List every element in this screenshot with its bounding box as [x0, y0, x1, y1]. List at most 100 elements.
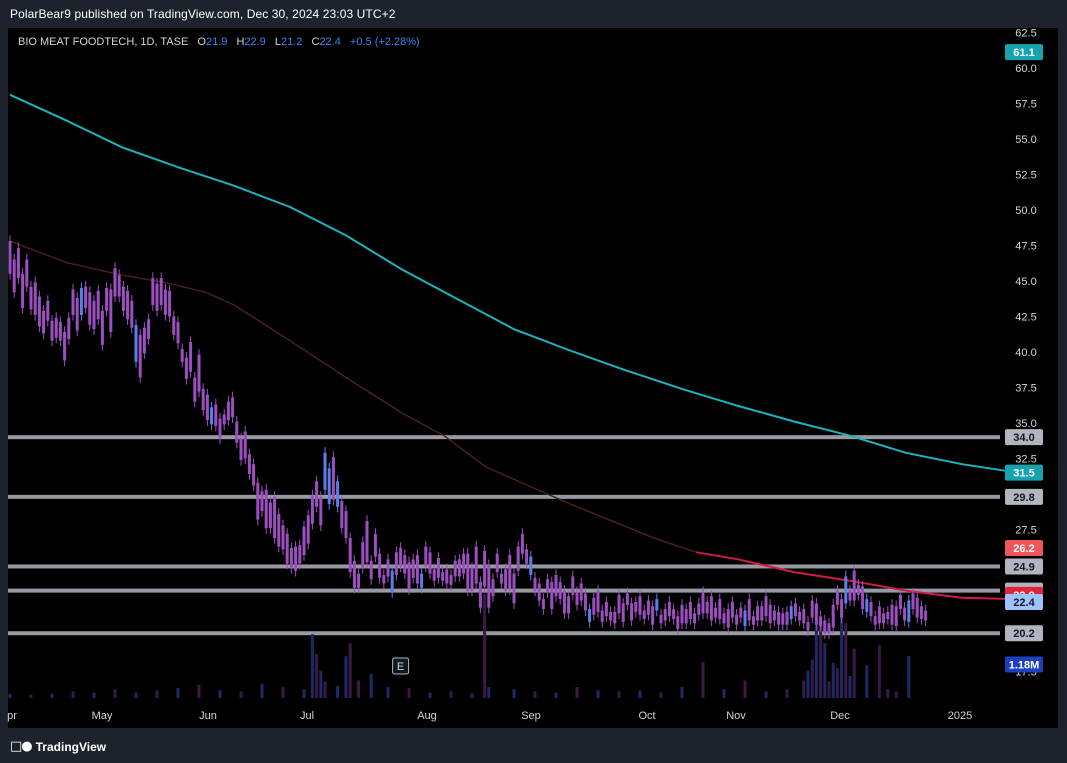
- candle-body: [886, 611, 890, 620]
- candle-body: [764, 596, 768, 617]
- time-tick-label: Dec: [830, 710, 850, 722]
- price-badge: [1005, 429, 1043, 446]
- candle-body: [840, 599, 844, 618]
- candle-body: [243, 431, 247, 459]
- candle-body: [735, 614, 739, 625]
- candle-body: [33, 282, 37, 315]
- candle-body: [760, 606, 764, 621]
- candle-body: [327, 468, 331, 504]
- candle-body: [768, 604, 772, 624]
- publisher-text: PolarBear9 published on TradingView.com,…: [10, 7, 396, 21]
- candle-body: [865, 599, 869, 612]
- chart-pane[interactable]: [8, 28, 1058, 728]
- candle-body: [714, 607, 718, 618]
- candle-body: [567, 596, 571, 614]
- candle-body: [277, 513, 281, 547]
- candle-body: [415, 555, 419, 584]
- candle-body: [88, 292, 92, 325]
- tradingview-logo[interactable]: □● TradingView: [10, 739, 106, 754]
- legend-high-label: H: [236, 36, 244, 48]
- price-tick-label: 42.5: [1015, 311, 1036, 323]
- candle-body: [911, 593, 915, 610]
- price-badges: 61.134.031.529.826.224.923.222.922.420.2…: [1005, 44, 1043, 673]
- candle-body: [75, 297, 79, 331]
- candle-body: [919, 606, 923, 620]
- candle-body: [54, 317, 58, 338]
- candle-body: [625, 593, 629, 605]
- candle-body: [193, 377, 197, 402]
- candle-body: [252, 464, 256, 486]
- candle-body: [495, 553, 499, 573]
- candle-body: [667, 601, 671, 617]
- candle-body: [100, 310, 104, 345]
- candle-body: [348, 538, 352, 573]
- earnings-marker-box[interactable]: [392, 657, 410, 675]
- candle-body: [651, 606, 655, 625]
- volume-bar: [886, 689, 890, 698]
- candle-body: [63, 332, 67, 361]
- candle-body: [558, 582, 562, 600]
- candle-body: [105, 287, 109, 311]
- price-tick-label: 40.0: [1015, 347, 1036, 359]
- candle-body: [571, 576, 575, 595]
- candle-body: [382, 574, 386, 584]
- price-badge-label: 26.2: [1013, 543, 1034, 555]
- candle-body: [260, 491, 264, 512]
- volume-bar: [533, 691, 537, 698]
- candle-body: [67, 317, 71, 340]
- volume-bar: [323, 681, 327, 698]
- candle-body: [756, 606, 760, 621]
- publisher-bar: PolarBear9 published on TradingView.com,…: [0, 0, 1067, 30]
- candle-body: [163, 289, 167, 315]
- candle-body: [432, 569, 436, 581]
- volume-bar: [348, 643, 352, 698]
- candle-body: [239, 438, 243, 460]
- footer: □● TradingView: [0, 728, 1067, 763]
- volume-bar: [743, 680, 747, 698]
- moving-averages: [9, 93, 1019, 601]
- candle-body: [915, 597, 919, 618]
- candle-body: [785, 611, 789, 625]
- ma50-line: [9, 240, 697, 553]
- candle-body: [226, 401, 230, 421]
- volume-bar: [197, 684, 201, 698]
- candle-body: [268, 502, 272, 529]
- candle-body: [529, 556, 533, 575]
- candle-body: [445, 569, 449, 584]
- legend-symbol: BIO MEAT FOODTECH, 1D, TASE: [18, 36, 188, 48]
- candle-body: [134, 324, 138, 362]
- candle-body: [722, 613, 726, 624]
- candle-body: [21, 273, 25, 308]
- candle-body: [823, 620, 827, 634]
- candle-body: [16, 248, 20, 279]
- candle-body: [96, 290, 100, 320]
- candle-body: [638, 596, 642, 615]
- volume-bar: [848, 676, 852, 698]
- price-tick-label: 37.5: [1015, 382, 1036, 394]
- time-tick-label: Oct: [638, 710, 655, 722]
- level-line: [8, 564, 1000, 569]
- volume-bar: [386, 687, 390, 698]
- candle-body: [508, 555, 512, 590]
- candle-body: [474, 546, 478, 584]
- ma200-line: [9, 93, 1019, 474]
- candle-body: [462, 553, 466, 574]
- volume-bar: [29, 694, 33, 698]
- price-badge-label: 20.2: [1013, 628, 1034, 640]
- volume-bar: [281, 687, 285, 698]
- price-badge: [1005, 539, 1043, 556]
- earnings-marker-group[interactable]: E: [392, 657, 410, 675]
- candle-body: [810, 600, 814, 618]
- price-tick-label: 47.5: [1015, 240, 1036, 252]
- candle-body: [394, 552, 398, 575]
- candle-body: [781, 613, 785, 625]
- candle-body: [743, 610, 747, 627]
- volume-bar: [302, 689, 306, 698]
- price-tick-label: 55.0: [1015, 134, 1036, 146]
- legend-change: +0.5 (+2.28%): [350, 36, 420, 48]
- volume-bar: [407, 688, 411, 698]
- candle-body: [352, 560, 356, 588]
- candle-body: [562, 590, 566, 614]
- candle-body: [835, 590, 839, 605]
